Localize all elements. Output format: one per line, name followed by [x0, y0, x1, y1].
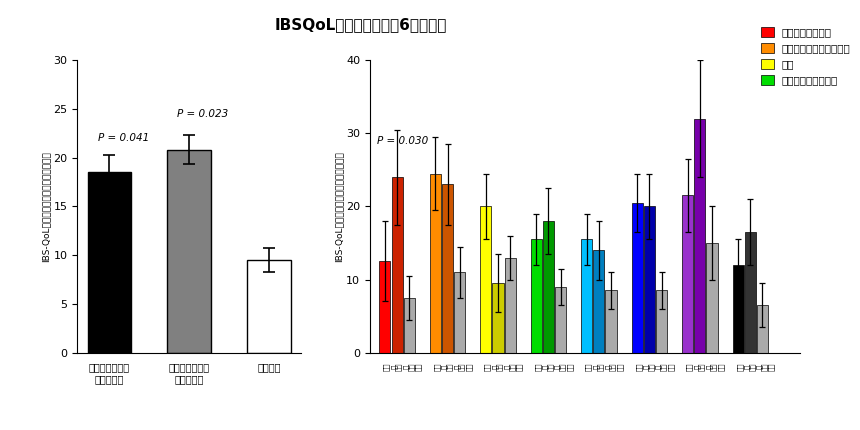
Bar — [733, 265, 744, 353]
Bar — [706, 243, 717, 353]
Bar — [605, 291, 617, 353]
Bar — [644, 206, 655, 353]
Bar — [531, 239, 542, 353]
Bar — [247, 260, 291, 353]
Bar — [632, 203, 642, 353]
Bar — [593, 250, 605, 353]
Bar — [555, 287, 566, 353]
Bar — [757, 305, 768, 353]
Y-axis label: IBS-QoLスコアの変化（摄取前との差）: IBS-QoLスコアの変化（摄取前との差） — [42, 151, 51, 262]
Bar — [481, 206, 491, 353]
Bar — [581, 239, 593, 353]
Y-axis label: IBS-QoLスコアの変化（摄取前との差）: IBS-QoLスコアの変化（摄取前との差） — [335, 151, 343, 262]
Bar — [745, 232, 756, 353]
Bar — [88, 172, 132, 353]
Bar — [543, 221, 554, 353]
Bar — [430, 173, 441, 353]
Bar — [403, 298, 415, 353]
Bar — [505, 258, 516, 353]
Text: P = 0.041: P = 0.041 — [97, 133, 149, 143]
Bar — [493, 283, 504, 353]
Bar — [656, 291, 667, 353]
Bar — [682, 195, 693, 353]
Bar — [442, 184, 453, 353]
Text: P = 0.030: P = 0.030 — [377, 136, 428, 146]
Bar — [168, 150, 211, 353]
Text: P = 0.023: P = 0.023 — [177, 109, 229, 119]
Legend: 感情（喜怒哀楽）, メンタル（不安・心配）, 睡眠, エネルギー（気力）: 感情（喜怒哀楽）, メンタル（不安・心配）, 睡眠, エネルギー（気力） — [757, 22, 855, 90]
Bar — [391, 177, 402, 353]
Text: IBSQoLスコアの変化（6週間後）: IBSQoLスコアの変化（6週間後） — [275, 17, 447, 32]
Bar — [379, 261, 390, 353]
Bar — [454, 272, 465, 353]
Bar — [694, 119, 705, 353]
